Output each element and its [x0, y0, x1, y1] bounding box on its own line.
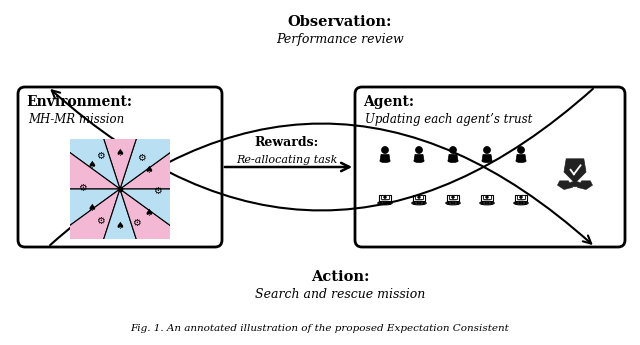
Circle shape	[382, 202, 385, 204]
Text: ♠: ♠	[116, 221, 124, 231]
Bar	[481, 195, 493, 201]
Circle shape	[486, 196, 488, 199]
Wedge shape	[97, 113, 143, 189]
Text: Search and rescue mission: Search and rescue mission	[255, 288, 425, 301]
Ellipse shape	[448, 159, 458, 162]
Bar	[413, 195, 426, 201]
Ellipse shape	[378, 201, 392, 205]
Ellipse shape	[482, 159, 492, 162]
Polygon shape	[482, 155, 492, 161]
Wedge shape	[44, 189, 120, 234]
Circle shape	[521, 202, 524, 204]
Polygon shape	[516, 155, 526, 161]
Circle shape	[518, 202, 521, 204]
Circle shape	[518, 147, 525, 154]
Circle shape	[483, 147, 490, 154]
Circle shape	[456, 202, 459, 204]
Polygon shape	[557, 181, 573, 190]
Bar	[449, 195, 456, 199]
Circle shape	[453, 202, 456, 204]
Circle shape	[520, 196, 522, 199]
Circle shape	[487, 202, 490, 204]
Ellipse shape	[516, 159, 526, 162]
Circle shape	[379, 202, 382, 204]
Circle shape	[515, 202, 518, 204]
Wedge shape	[97, 189, 143, 265]
Circle shape	[524, 202, 527, 204]
Text: ♠: ♠	[144, 208, 153, 218]
Text: ⚙: ⚙	[97, 216, 106, 226]
Bar	[379, 195, 391, 201]
Circle shape	[415, 147, 422, 154]
Circle shape	[452, 196, 454, 199]
FancyBboxPatch shape	[18, 87, 222, 247]
Wedge shape	[120, 189, 196, 234]
Bar	[447, 195, 460, 201]
Text: ♠: ♠	[87, 203, 96, 213]
Circle shape	[422, 202, 425, 204]
Bar	[483, 195, 491, 199]
Wedge shape	[58, 117, 120, 189]
Text: ⚙: ⚙	[97, 151, 106, 161]
Circle shape	[484, 202, 487, 204]
Text: Observation:: Observation:	[288, 15, 392, 29]
Circle shape	[381, 147, 388, 154]
Text: Fig. 1. An annotated illustration of the proposed Expectation Consistent: Fig. 1. An annotated illustration of the…	[131, 324, 509, 333]
Text: Agent:: Agent:	[363, 95, 414, 109]
Text: Re-allocating task: Re-allocating task	[236, 155, 337, 165]
Ellipse shape	[514, 201, 528, 205]
Wedge shape	[58, 189, 120, 262]
Bar	[515, 195, 527, 201]
Ellipse shape	[446, 201, 460, 205]
Text: Action:: Action:	[311, 270, 369, 284]
Circle shape	[385, 202, 388, 204]
Text: ♠: ♠	[144, 165, 153, 175]
Circle shape	[490, 202, 493, 204]
Circle shape	[451, 202, 453, 204]
FancyBboxPatch shape	[355, 87, 625, 247]
Text: Rewards:: Rewards:	[254, 136, 319, 149]
Circle shape	[449, 147, 456, 154]
Wedge shape	[44, 144, 120, 189]
Polygon shape	[577, 181, 593, 190]
Circle shape	[447, 202, 450, 204]
Text: Performance review: Performance review	[276, 33, 404, 46]
Text: MH-MR mission: MH-MR mission	[28, 113, 124, 126]
Circle shape	[481, 202, 484, 204]
Circle shape	[418, 196, 420, 199]
Bar	[415, 195, 422, 199]
Ellipse shape	[570, 181, 580, 187]
Circle shape	[383, 196, 387, 199]
Polygon shape	[448, 155, 458, 161]
Polygon shape	[380, 155, 390, 161]
Text: ⚙: ⚙	[153, 186, 161, 196]
Text: Updating each agent’s trust: Updating each agent’s trust	[365, 113, 532, 126]
Wedge shape	[120, 144, 196, 189]
Text: ⚙: ⚙	[132, 218, 141, 228]
Circle shape	[388, 202, 391, 204]
Circle shape	[413, 202, 416, 204]
Text: ♠: ♠	[116, 148, 124, 158]
Bar	[381, 195, 388, 199]
FancyArrowPatch shape	[52, 89, 593, 210]
Text: ⚙: ⚙	[137, 153, 146, 163]
Text: ⚙: ⚙	[79, 183, 87, 193]
Ellipse shape	[414, 159, 424, 162]
Text: ♠: ♠	[87, 160, 96, 170]
FancyArrowPatch shape	[50, 124, 591, 245]
Polygon shape	[564, 159, 586, 183]
Wedge shape	[120, 189, 182, 262]
Text: Environment:: Environment:	[26, 95, 132, 109]
Circle shape	[419, 202, 422, 204]
Ellipse shape	[412, 201, 426, 205]
Wedge shape	[120, 117, 182, 189]
Polygon shape	[414, 155, 424, 161]
Ellipse shape	[480, 201, 494, 205]
Ellipse shape	[380, 159, 390, 162]
Circle shape	[416, 202, 419, 204]
Bar	[517, 195, 525, 199]
